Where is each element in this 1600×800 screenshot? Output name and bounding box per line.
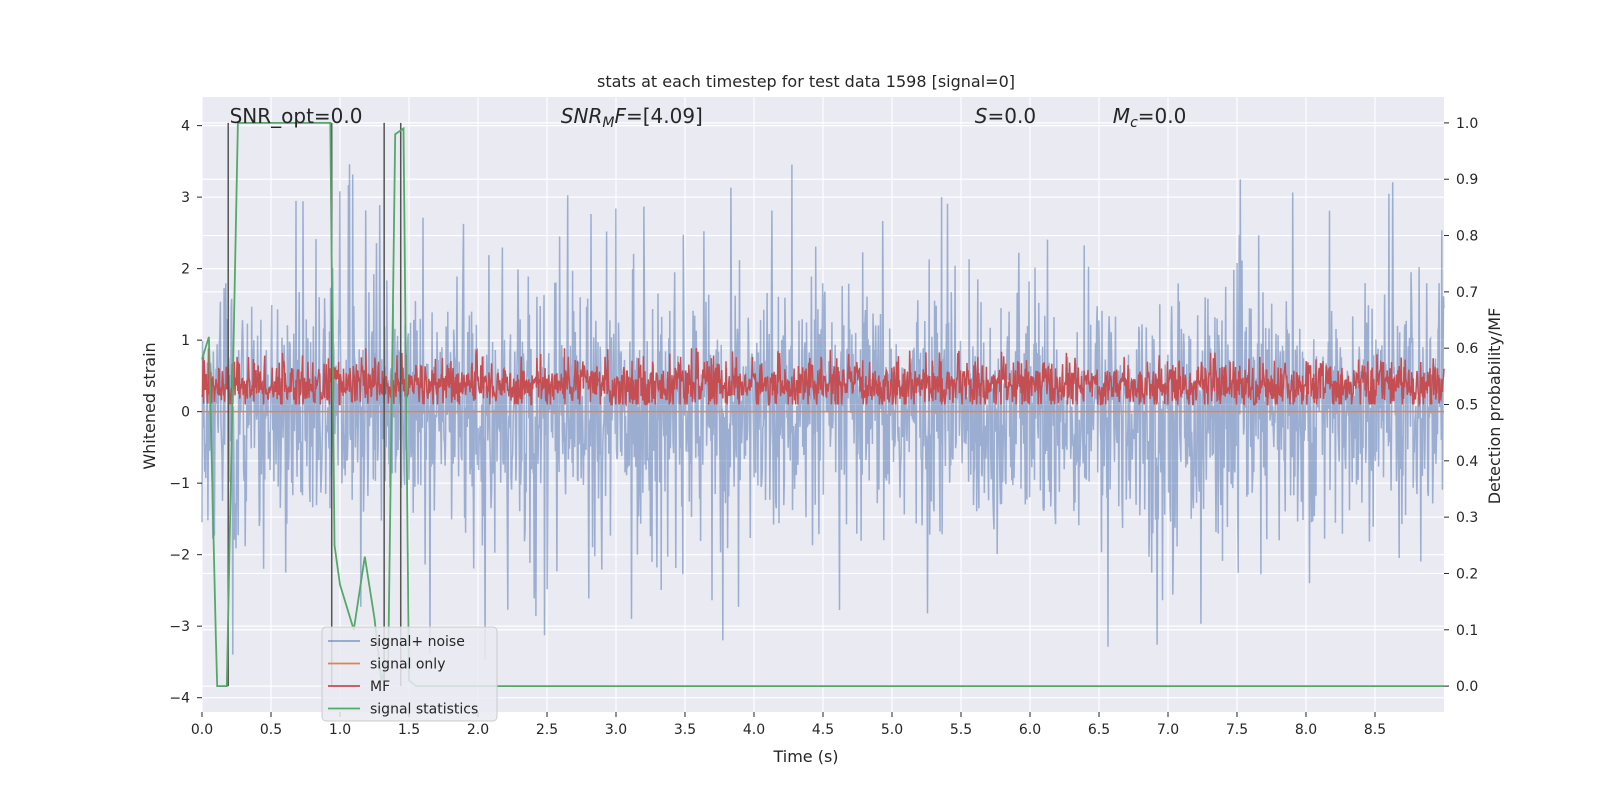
y-tick-label: −1 <box>169 476 190 492</box>
annotation-3: Mc=0.0 <box>1113 104 1187 131</box>
x-tick-label: 0.0 <box>191 722 213 738</box>
y2-tick-label: 1.0 <box>1456 116 1478 132</box>
annotation-0: SNR_opt=0.0 <box>230 104 363 128</box>
x-tick-label: 5.0 <box>881 722 903 738</box>
y-tick-label: 4 <box>181 119 190 135</box>
y2-tick-label: 0.2 <box>1456 566 1478 582</box>
y-tick-label: −3 <box>169 619 190 635</box>
chart-title: stats at each timestep for test data 159… <box>597 72 1015 91</box>
x-tick-label: 7.5 <box>1226 722 1248 738</box>
y2-tick-label: 0.4 <box>1456 454 1478 470</box>
x-tick-label: 1.0 <box>329 722 351 738</box>
y-tick-label: −2 <box>169 548 190 564</box>
signal-statistics-line <box>201 122 1444 687</box>
annotation-2: S=0.0 <box>975 104 1036 128</box>
y2-tick-label: 0.9 <box>1456 172 1478 188</box>
x-tick-label: 2.0 <box>467 722 489 738</box>
annotations: SNR_opt=0.0 SNRMF=[4.09] S=0.0 Mc=0.0 <box>230 104 1187 131</box>
legend-label: signal statistics <box>370 702 478 718</box>
y2-tick-label: 0.1 <box>1456 623 1478 639</box>
x-tick-label: 2.5 <box>536 722 558 738</box>
legend-box <box>321 626 498 722</box>
y2-tick-label: 0.6 <box>1456 341 1478 357</box>
y2-axis-label: Detection probability/MF <box>1485 308 1504 505</box>
x-tick-label: 8.5 <box>1364 722 1386 738</box>
legend-label: signal only <box>370 657 445 673</box>
x-tick-label: 5.5 <box>950 722 972 738</box>
y2-tick-label: 0.0 <box>1456 679 1478 695</box>
y-tick-label: 0 <box>181 405 190 421</box>
series-layer <box>201 122 1445 687</box>
y2-tick-label: 0.7 <box>1456 285 1478 301</box>
axes: 0.0 0.5 1.0 1.5 2.0 2.5 3.0 3.5 4.0 4.5 5.0 5.5 6.0 6… <box>169 116 1478 738</box>
x-tick-label: 8.0 <box>1295 722 1317 738</box>
annotation-1: SNRMF=[4.09] <box>561 104 703 131</box>
x-tick-label: 7.0 <box>1157 722 1179 738</box>
y2-tick-label: 0.8 <box>1456 229 1478 245</box>
x-tick-label: 1.5 <box>398 722 420 738</box>
x-axis-label: Time (s) <box>772 747 838 766</box>
legend-label: signal+ noise <box>370 634 465 650</box>
y-tick-label: 2 <box>181 262 190 278</box>
y2-tick-label: 0.3 <box>1456 510 1478 526</box>
mf-line <box>201 348 1445 408</box>
x-tick-label: 4.0 <box>743 722 765 738</box>
x-tick-label: 3.0 <box>605 722 627 738</box>
x-tick-label: 6.0 <box>1019 722 1041 738</box>
x-tick-label: 3.5 <box>674 722 696 738</box>
y-tick-label: 1 <box>181 333 190 349</box>
x-tick-label: 6.5 <box>1088 722 1110 738</box>
y-axis-label: Whitened strain <box>140 342 159 469</box>
y2-tick-label: 0.5 <box>1456 398 1478 414</box>
y-tick-label: −4 <box>169 691 190 707</box>
x-tick-label: 4.5 <box>812 722 834 738</box>
y-tick-label: 3 <box>181 190 190 206</box>
legend-label: MF <box>370 679 390 695</box>
x-tick-label: 0.5 <box>260 722 282 738</box>
legend: signal+ noise signal only MF signal statist… <box>321 626 498 722</box>
